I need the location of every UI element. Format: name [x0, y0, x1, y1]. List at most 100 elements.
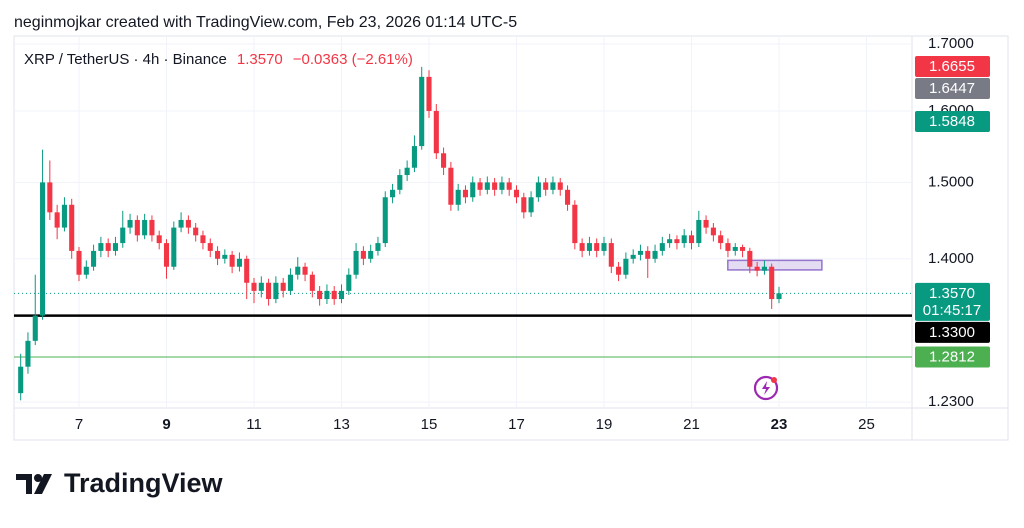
candle-body [579, 243, 585, 251]
candle-body [441, 153, 447, 168]
candle-body [623, 258, 629, 275]
candle-body [390, 189, 396, 198]
candle-body [200, 235, 206, 244]
price-label: 1.5848 [929, 113, 975, 130]
candle-body [470, 182, 476, 198]
price-label-bg [915, 321, 990, 343]
candle-body [397, 175, 403, 190]
candle-body [732, 246, 738, 251]
candle-body [411, 146, 417, 168]
candle-body [462, 189, 468, 198]
candle-body [185, 219, 191, 228]
x-tick-label: 17 [508, 416, 525, 433]
x-tick-label: 9 [162, 416, 170, 433]
candle-body [331, 290, 337, 300]
x-tick-label: 25 [858, 416, 875, 433]
y-tick-label: 1.2300 [928, 393, 974, 410]
candle-body [448, 167, 454, 205]
candle-body [25, 340, 31, 367]
candle-body [368, 250, 374, 259]
candle-body [40, 182, 46, 316]
candle-body [375, 243, 381, 251]
candle-body [557, 182, 563, 190]
candle-body [222, 254, 228, 259]
price-label-bg [915, 56, 990, 78]
candle-body [91, 250, 97, 267]
legend: XRP / TetherUS · 4h · Binance 1.3570 −0.… [24, 51, 413, 68]
symbol-title: XRP / TetherUS · 4h · Binance [24, 51, 227, 68]
candle-body [586, 243, 592, 251]
candle-body [630, 254, 636, 259]
candle-body [163, 243, 170, 267]
candle-body [652, 250, 658, 259]
candle-body [69, 204, 75, 251]
candle-body [207, 243, 213, 251]
candle-body [608, 243, 614, 267]
candle-body [776, 293, 782, 300]
x-tick-label: 13 [333, 416, 350, 433]
candle-body [601, 243, 607, 251]
candle-body [572, 204, 578, 244]
candle-body [754, 266, 760, 271]
candle-body [346, 274, 352, 291]
candle-body [134, 219, 140, 236]
candle-body [725, 243, 731, 251]
x-tick-label: 19 [596, 416, 613, 433]
candle-body [338, 290, 345, 300]
candle-body [484, 182, 490, 190]
candle-body [565, 189, 571, 205]
last-price: 1.3570 [237, 51, 283, 68]
chart-frame [13, 35, 1009, 441]
countdown: 01:45:17 [923, 302, 981, 319]
candle-body [594, 243, 600, 251]
price-label: 1.2812 [929, 348, 975, 365]
price-label-bg [915, 111, 990, 133]
candle-body [105, 243, 111, 251]
logo: TradingView [16, 468, 224, 498]
candle-body [419, 76, 425, 147]
candle-body [324, 290, 330, 300]
candle-body [54, 212, 60, 228]
candle-body [513, 189, 520, 198]
candle-body [499, 182, 505, 190]
x-tick-label: 15 [421, 416, 438, 433]
price-label-bg [915, 282, 990, 321]
candle-body [273, 282, 279, 300]
candle-body [236, 258, 242, 267]
zone-box [727, 259, 823, 271]
credit: neginmojkar created with TradingView.com… [14, 14, 517, 31]
candle-body [353, 250, 359, 275]
candle-body [718, 235, 724, 244]
candle-body [229, 254, 235, 267]
candle-body [98, 243, 104, 251]
candle-body [287, 274, 293, 291]
candle-body [674, 239, 680, 244]
candle-body [528, 197, 534, 213]
candle-body [506, 182, 512, 190]
candle-body [120, 227, 126, 244]
candle-body [492, 182, 498, 190]
candle-body [215, 250, 221, 259]
candle-body [251, 282, 257, 291]
candle-body [404, 167, 410, 176]
candle-body [280, 282, 286, 291]
candle-body [18, 366, 24, 394]
candle-body [740, 246, 746, 251]
candle-body [535, 182, 541, 198]
y-tick-label: 1.5000 [928, 173, 974, 190]
candle-body [360, 250, 366, 259]
candle-body [244, 258, 250, 283]
y-tick-label: 1.4000 [928, 250, 974, 267]
candle-body [156, 235, 162, 244]
price-label: 1.3300 [929, 324, 975, 341]
price-label-bg [915, 346, 990, 368]
candle-body [83, 266, 89, 275]
candle-body [696, 219, 702, 244]
candle-body [521, 197, 527, 213]
candle-body [47, 182, 53, 213]
candle-body [112, 243, 118, 251]
candle-body [127, 219, 133, 228]
x-tick-label: 23 [771, 416, 788, 433]
candle-body [681, 235, 687, 244]
